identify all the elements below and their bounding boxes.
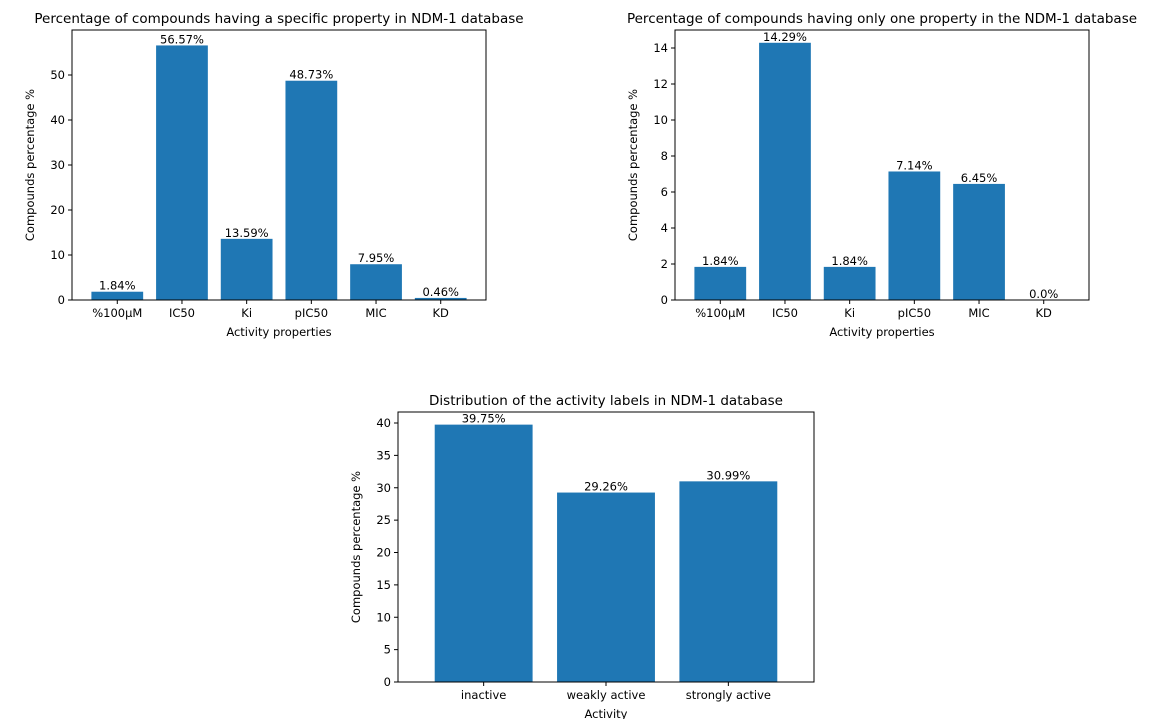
data-label-1: 14.29% [763, 30, 807, 44]
y-tick-label-1: 2 [661, 257, 668, 271]
data-label-5: 0.0% [1029, 287, 1058, 301]
chart-single-property: 1.84% %100µM 14.29% IC50 1.84% Ki 7.14% pIC50 6.… [626, 11, 1137, 339]
x-tick-label-3: pIC50 [898, 306, 931, 320]
x-tick-label-2: Ki [241, 306, 252, 320]
data-label-2: 1.84% [831, 254, 868, 268]
data-label-3: 7.14% [896, 158, 933, 172]
y-tick-label-5: 50 [50, 68, 65, 82]
bar-1 [557, 492, 655, 682]
plot-frame [71, 29, 487, 301]
x-tick-label-5: KD [1036, 306, 1053, 320]
data-label-2: 13.59% [225, 226, 269, 240]
y-axis-label: Compounds percentage % [349, 471, 363, 623]
bar-1 [759, 42, 811, 300]
x-tick-label-3: pIC50 [295, 306, 328, 320]
y-tick-label-1: 5 [384, 643, 391, 657]
y-tick-label-1: 10 [50, 248, 65, 262]
bar-4 [350, 264, 402, 300]
y-tick-label-0: 0 [58, 293, 65, 307]
chart-title: Percentage of compounds having a specifi… [34, 11, 523, 27]
y-tick-label-0: 0 [384, 675, 391, 689]
x-tick-label-1: IC50 [169, 306, 195, 320]
x-tick-label-0: inactive [461, 688, 506, 702]
data-label-0: 1.84% [702, 254, 739, 268]
y-tick-label-3: 15 [376, 578, 391, 592]
chart-specific-property: 1.84% %100µM 56.57% IC50 13.59% Ki 48.73% pIC50… [23, 11, 524, 339]
data-label-5: 0.46% [422, 285, 459, 299]
bar-3 [888, 171, 941, 300]
x-tick-label-4: MIC [968, 306, 989, 320]
x-tick-label-2: Ki [844, 306, 855, 320]
bar-0 [434, 424, 533, 682]
y-tick-label-0: 0 [661, 293, 668, 307]
data-label-4: 6.45% [961, 171, 998, 185]
bar-0 [91, 291, 144, 300]
x-tick-label-1: IC50 [772, 306, 798, 320]
x-axis-label: Activity properties [226, 325, 331, 339]
data-label-1: 29.26% [584, 480, 628, 494]
y-axis-label: Compounds percentage % [626, 89, 640, 241]
y-tick-label-3: 30 [50, 158, 65, 172]
data-label-4: 7.95% [358, 251, 395, 265]
data-label-1: 56.57% [160, 32, 204, 46]
bar-2 [679, 481, 778, 682]
y-tick-label-3: 6 [661, 185, 668, 199]
y-tick-label-2: 10 [376, 610, 391, 624]
y-tick-label-6: 30 [376, 481, 391, 495]
data-label-0: 39.75% [462, 412, 506, 426]
y-tick-label-4: 40 [50, 113, 65, 127]
y-axis-label: Compounds percentage % [23, 89, 37, 241]
y-tick-label-2: 20 [50, 203, 65, 217]
x-axis-label: Activity properties [829, 325, 934, 339]
bar-2 [220, 238, 273, 300]
y-tick-label-2: 4 [661, 221, 668, 235]
x-tick-label-5: KD [433, 306, 450, 320]
y-tick-label-4: 20 [376, 546, 391, 560]
bar-1 [156, 45, 208, 300]
plot-frame [397, 411, 815, 683]
data-label-0: 1.84% [99, 279, 136, 293]
x-tick-label-2: strongly active [686, 688, 771, 702]
x-tick-label-0: %100µM [92, 306, 142, 320]
data-label-3: 48.73% [289, 68, 333, 82]
y-tick-label-7: 14 [653, 41, 668, 55]
data-label-2: 30.99% [706, 468, 750, 482]
y-tick-label-5: 25 [376, 513, 391, 527]
x-tick-label-0: %100µM [695, 306, 745, 320]
x-tick-label-1: weakly active [567, 688, 646, 702]
chart-title: Percentage of compounds having only one … [627, 11, 1137, 27]
bar-4 [953, 183, 1005, 300]
chart-title: Distribution of the activity labels in N… [429, 393, 783, 409]
y-tick-label-5: 10 [653, 113, 668, 127]
y-tick-label-7: 35 [376, 448, 391, 462]
x-axis-label: Activity [584, 707, 627, 719]
bar-0 [694, 266, 747, 300]
bar-5 [414, 297, 467, 300]
x-tick-label-4: MIC [365, 306, 386, 320]
plot-frame [674, 29, 1090, 301]
bar-2 [823, 266, 876, 300]
y-tick-label-4: 8 [661, 149, 668, 163]
chart-activity-labels: 39.75% inactive 29.26% weakly active 30.99% s… [349, 393, 815, 719]
bar-3 [285, 80, 338, 300]
y-tick-label-8: 40 [376, 416, 391, 430]
y-tick-label-6: 12 [653, 77, 668, 91]
